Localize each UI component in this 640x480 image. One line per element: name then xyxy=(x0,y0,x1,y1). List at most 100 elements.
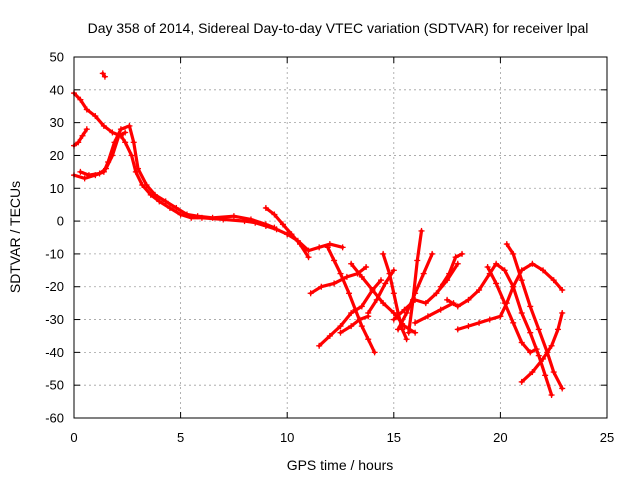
y-tick-label: 50 xyxy=(50,50,64,65)
data-point xyxy=(348,323,355,330)
series-line xyxy=(520,311,564,384)
data-series-arc-4 xyxy=(77,129,129,179)
data-point xyxy=(542,372,549,379)
data-point xyxy=(365,309,372,316)
data-point xyxy=(527,329,534,336)
data-point xyxy=(518,309,525,316)
data-point xyxy=(510,250,517,257)
series-line xyxy=(78,130,127,177)
data-point xyxy=(194,213,201,220)
data-point xyxy=(412,329,419,336)
data-point xyxy=(363,264,370,271)
data-point xyxy=(386,270,393,277)
chart-title: Day 358 of 2014, Sidereal Day-to-day VTE… xyxy=(88,20,589,36)
data-point xyxy=(501,267,508,274)
data-point xyxy=(527,303,534,310)
data-point xyxy=(493,280,500,287)
data-point xyxy=(109,152,116,159)
data-point xyxy=(122,129,129,136)
data-point xyxy=(271,224,278,231)
data-point xyxy=(348,309,355,316)
data-point xyxy=(358,273,365,280)
data-point xyxy=(152,191,159,198)
data-point xyxy=(307,290,314,297)
data-point xyxy=(484,264,491,271)
data-point xyxy=(305,254,312,261)
data-point xyxy=(378,277,385,284)
data-series-arc-12 xyxy=(348,260,419,336)
data-point xyxy=(130,139,137,146)
data-point xyxy=(454,260,461,267)
y-tick-label: 40 xyxy=(50,82,64,97)
data-point xyxy=(83,106,90,113)
data-point xyxy=(162,198,169,205)
data-point xyxy=(412,319,419,326)
data-point xyxy=(412,296,419,303)
data-point xyxy=(535,326,542,333)
x-tick-label: 0 xyxy=(70,430,77,445)
data-point xyxy=(173,204,180,211)
data-point xyxy=(209,214,216,221)
data-point xyxy=(75,139,82,146)
data-point xyxy=(414,257,421,264)
tick-layer: 0 5 10 15 20 25 -60 -50 -40 -30 -20 -10 0 10 20 30 40 50 xyxy=(45,50,614,446)
data-point xyxy=(493,260,500,267)
data-point xyxy=(247,216,254,223)
data-series-arc-2 xyxy=(71,126,90,149)
data-point xyxy=(316,244,323,251)
data-point xyxy=(77,168,84,175)
data-point xyxy=(356,316,363,323)
data-point xyxy=(380,250,387,257)
data-point xyxy=(109,129,116,136)
data-point xyxy=(465,296,472,303)
data-point xyxy=(358,323,365,330)
data-point xyxy=(358,303,365,310)
data-point xyxy=(331,280,338,287)
data-point xyxy=(373,296,380,303)
data-point xyxy=(529,369,536,376)
x-tick-label: 10 xyxy=(280,430,294,445)
y-tick-label: -50 xyxy=(45,378,64,393)
data-series-arc-7 xyxy=(284,231,346,254)
data-series-arc-6 xyxy=(262,204,312,261)
data-point xyxy=(352,306,359,313)
data-point xyxy=(77,96,84,103)
data-point xyxy=(529,260,536,267)
data-series-arc-1 xyxy=(71,90,291,238)
series-line xyxy=(439,252,464,289)
series-line xyxy=(505,242,564,391)
data-point xyxy=(540,267,547,274)
data-point xyxy=(183,211,190,218)
data-point xyxy=(337,270,344,277)
data-point xyxy=(418,227,425,234)
data-point xyxy=(533,346,540,353)
data-point xyxy=(420,270,427,277)
series-line xyxy=(326,245,377,354)
data-point xyxy=(122,139,129,146)
x-tick-label: 15 xyxy=(387,430,401,445)
y-tick-label: 20 xyxy=(50,148,64,163)
data-point xyxy=(339,244,346,251)
data-point xyxy=(337,323,344,330)
data-point xyxy=(548,342,555,349)
data-point xyxy=(369,287,376,294)
data-point xyxy=(401,306,408,313)
data-point xyxy=(476,319,483,326)
y-tick-label: -60 xyxy=(45,411,64,426)
data-point xyxy=(518,339,525,346)
series-layer xyxy=(71,70,566,399)
data-series-arc-24 xyxy=(518,309,566,385)
data-point xyxy=(390,267,397,274)
data-point xyxy=(337,329,344,336)
data-point xyxy=(446,270,453,277)
data-point xyxy=(365,336,372,343)
data-point xyxy=(230,213,237,220)
data-point xyxy=(550,369,557,376)
data-point xyxy=(279,221,286,228)
data-point xyxy=(437,306,444,313)
series-line xyxy=(407,229,424,335)
x-tick-label: 5 xyxy=(177,430,184,445)
data-point xyxy=(403,336,410,343)
data-point xyxy=(405,329,412,336)
